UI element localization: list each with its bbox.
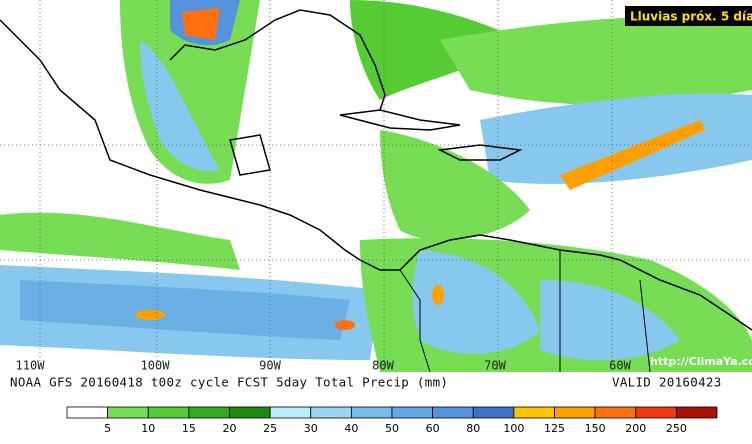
colorbar-label: 10 xyxy=(141,422,155,435)
longitude-label: 110W xyxy=(16,359,46,373)
colorbar-label: 80 xyxy=(466,422,480,435)
colorbar-label: 250 xyxy=(666,422,687,435)
colorbar-swatch xyxy=(66,406,109,419)
longitude-label: 70W xyxy=(484,359,506,373)
longitude-label: 90W xyxy=(259,359,281,373)
colorbar-label: 100 xyxy=(503,422,524,435)
colorbar-swatch xyxy=(188,406,230,419)
colorbar-label: 30 xyxy=(304,422,318,435)
colorbar-swatch xyxy=(513,406,555,419)
colorbar-label: 40 xyxy=(344,422,358,435)
colorbar-swatch xyxy=(147,406,190,419)
watermark: http://ClimaYa.com xyxy=(650,355,752,368)
colorbar-swatch xyxy=(229,406,271,419)
colorbar-swatch xyxy=(635,406,677,419)
colorbar-swatch xyxy=(554,406,596,419)
colorbar-label: 150 xyxy=(585,422,606,435)
colorbar-label: 5 xyxy=(104,422,111,435)
colorbar-swatch xyxy=(594,406,637,419)
colorbar-swatch xyxy=(391,406,434,419)
colorbar-label: 125 xyxy=(544,422,565,435)
colorbar-label: 20 xyxy=(223,422,237,435)
colorbar-label: 15 xyxy=(182,422,196,435)
colorbar: 5 10 15 20 25 30 40 50 60 80 100 125 150 200 250 xyxy=(66,406,718,435)
footer-left: NOAA GFS 20160418 t00z cycle FCST 5day T… xyxy=(10,375,448,390)
map-title: Lluvias próx. 5 días xyxy=(630,10,752,24)
longitude-labels: 110W 100W 90W 80W 70W 60W xyxy=(16,359,632,373)
colorbar-swatch xyxy=(310,406,352,419)
colorbar-label: 200 xyxy=(625,422,646,435)
longitude-label: 80W xyxy=(372,359,394,373)
colorbar-label: 60 xyxy=(426,422,440,435)
colorbar-swatch xyxy=(432,406,474,419)
colorbar-swatch xyxy=(675,406,718,419)
longitude-label: 60W xyxy=(609,359,631,373)
colorbar-swatch xyxy=(350,406,393,419)
colorbar-label: 25 xyxy=(263,422,277,435)
colorbar-swatch xyxy=(107,406,149,419)
longitude-label: 100W xyxy=(141,359,171,373)
colorbar-swatch xyxy=(269,406,312,419)
colorbar-label: 50 xyxy=(385,422,399,435)
footer-right: VALID 20160423 xyxy=(612,375,722,390)
precip-map: Lluvias próx. 5 días http://ClimaYa.com xyxy=(0,0,752,373)
colorbar-swatch xyxy=(472,406,515,419)
